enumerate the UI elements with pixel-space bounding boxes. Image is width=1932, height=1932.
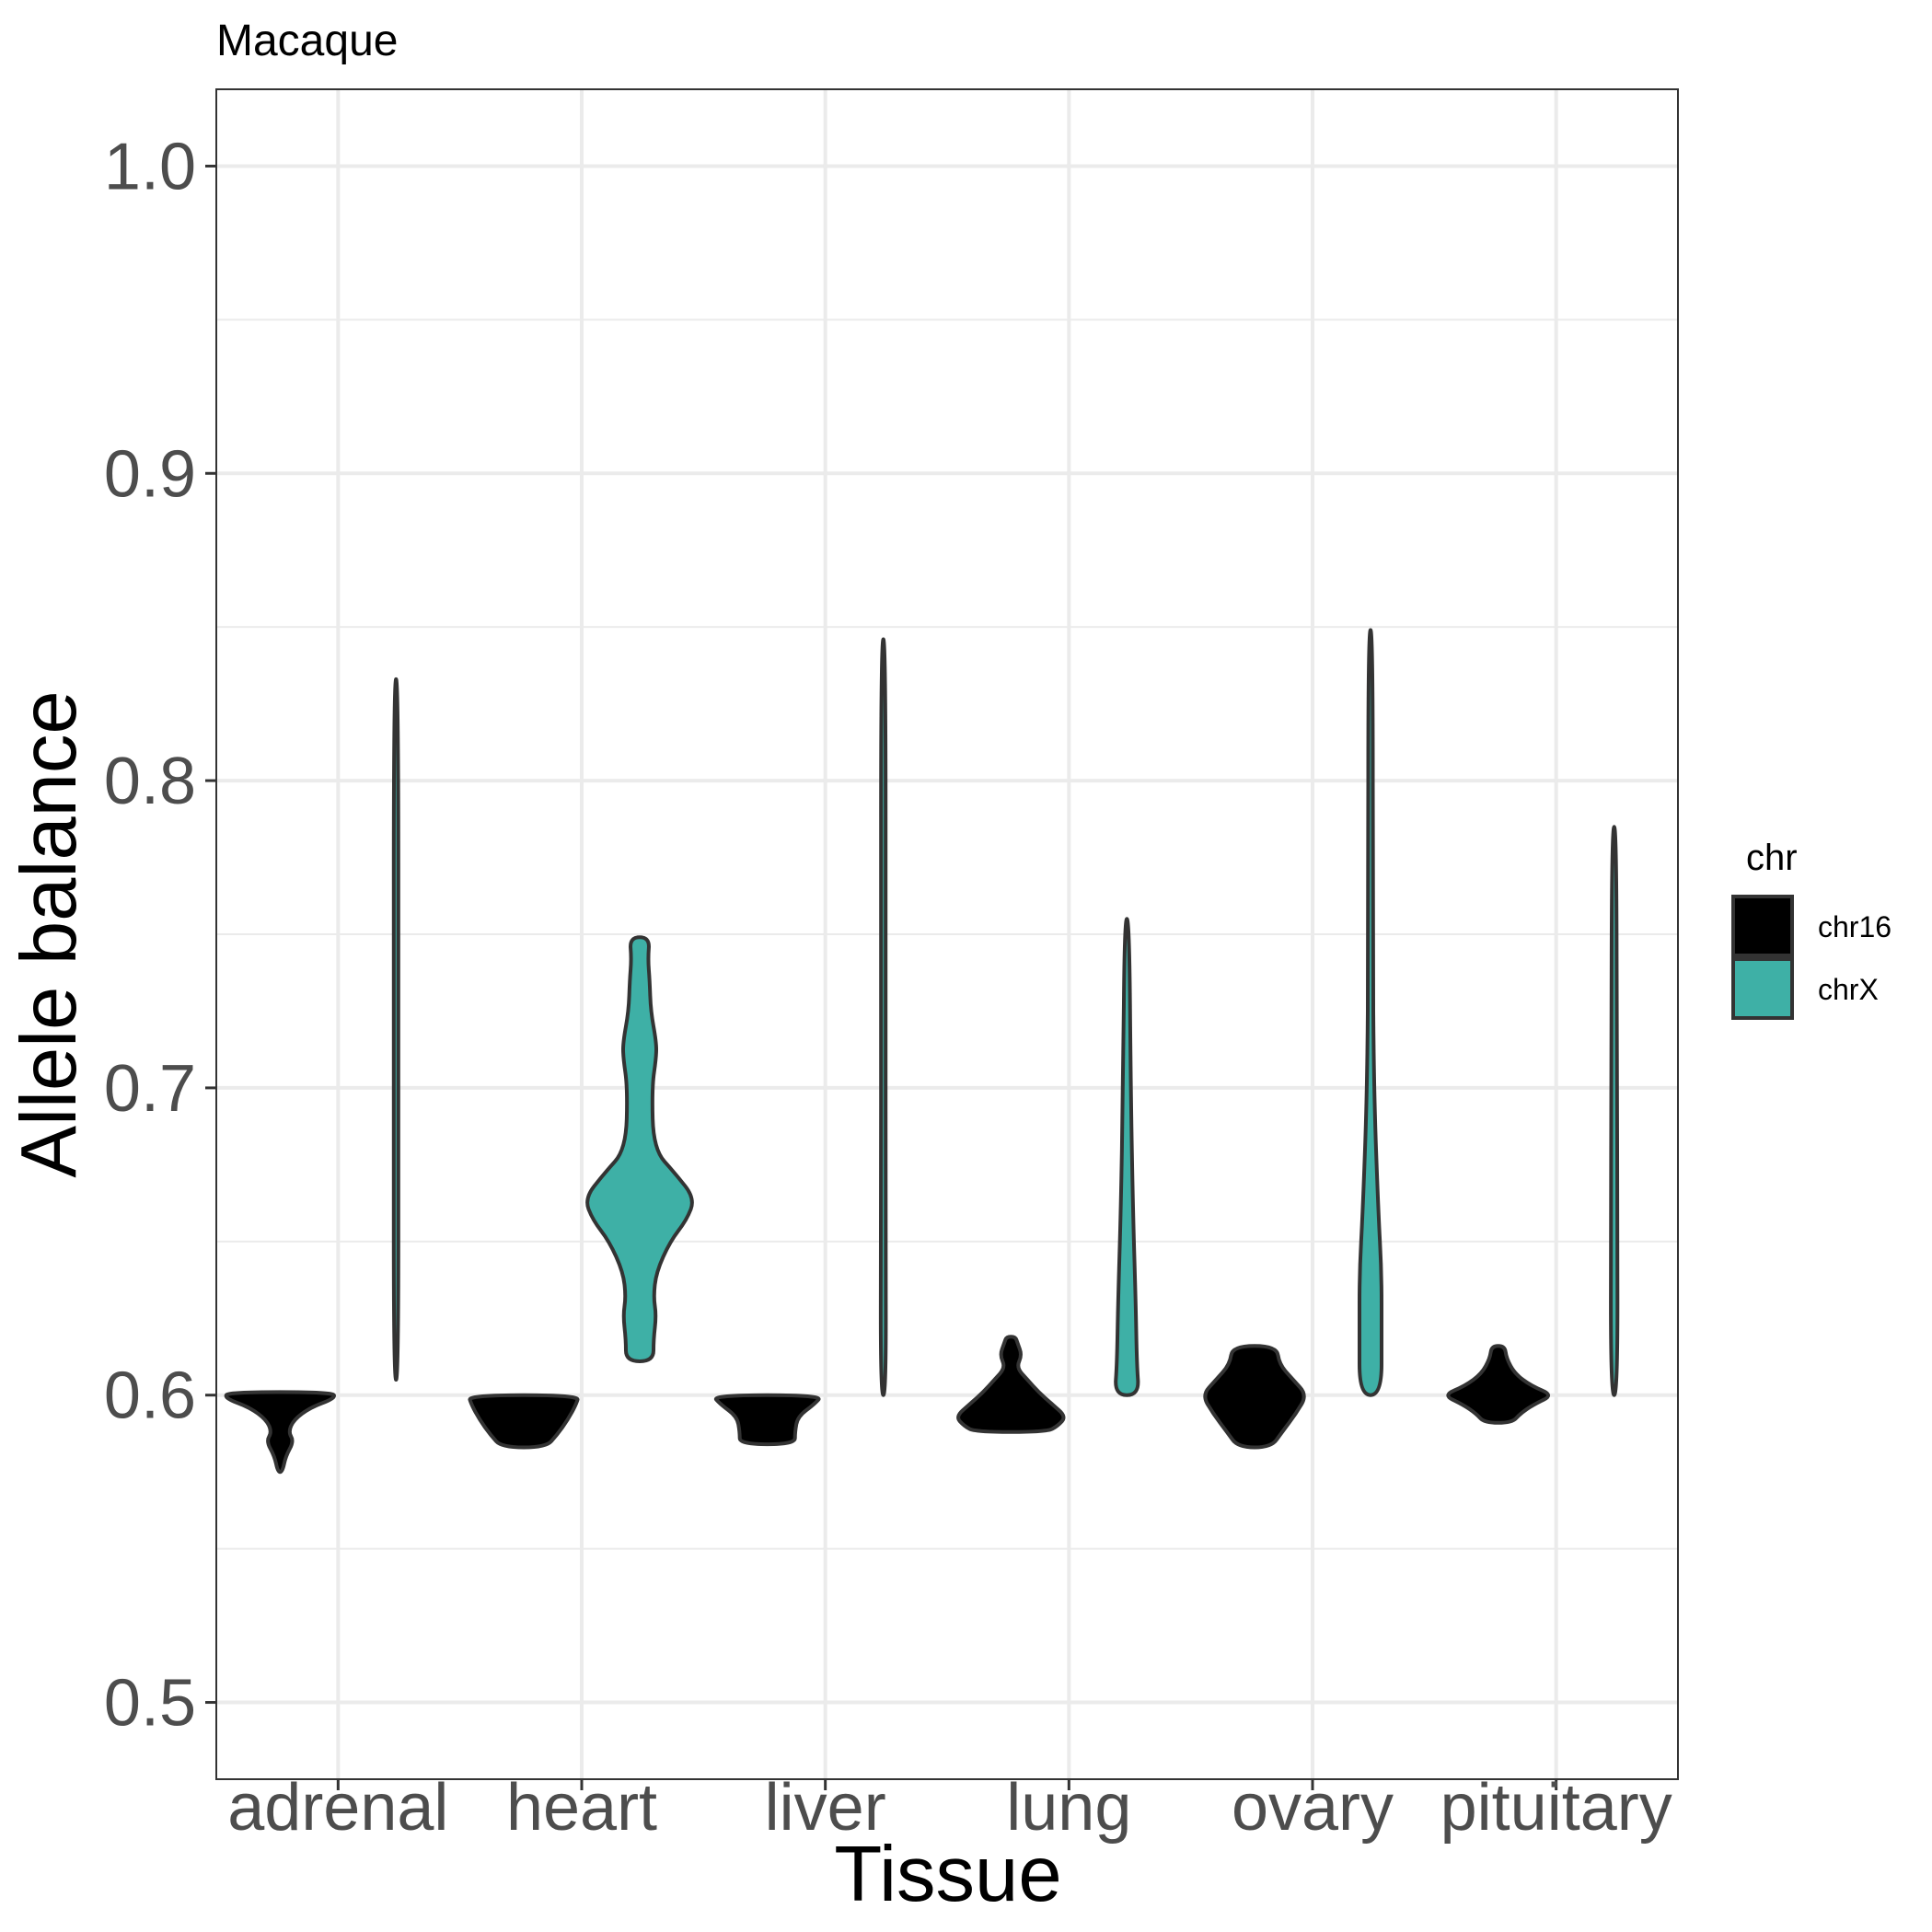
violin-chr16-ovary <box>1203 1344 1306 1450</box>
x-tick-label-heart: heart <box>506 1771 657 1845</box>
chart-title: Macaque <box>216 17 398 65</box>
legend-entries: chr16 chrX <box>1731 895 1892 1020</box>
plot-panel <box>215 88 1679 1780</box>
legend-key-chr16 <box>1731 895 1794 957</box>
y-tick-label: 0.5 <box>104 1667 196 1741</box>
legend-key-chrX <box>1731 957 1794 1020</box>
y-axis-title: Allele balance <box>6 690 93 1177</box>
violin-chrX-pituitary <box>1609 825 1620 1397</box>
legend: chr chr16 chrX <box>1731 838 1892 1020</box>
y-tick-label: 0.6 <box>104 1359 196 1433</box>
y-tick-label: 0.8 <box>104 745 196 818</box>
violin-chr16-heart <box>468 1393 580 1450</box>
x-tick-label-liver: liver <box>765 1771 886 1845</box>
legend-title: chr <box>1746 838 1798 878</box>
legend-label-chr16: chr16 <box>1818 910 1892 943</box>
legend-label-chrX: chrX <box>1818 973 1879 1006</box>
violin-chrX-liver <box>878 637 888 1397</box>
y-axis-ticks: 0.5 0.6 0.7 0.8 0.9 1.0 <box>104 130 216 1741</box>
x-axis-title: Tissue <box>834 1831 1061 1918</box>
panel-border <box>215 88 1679 1780</box>
y-tick-label: 0.9 <box>104 437 196 511</box>
violin-chrX-ovary <box>1357 628 1384 1397</box>
major-gridlines <box>216 89 1678 1779</box>
violin-chr16-pituitary <box>1446 1344 1551 1425</box>
x-tick-label-lung: lung <box>1006 1771 1131 1845</box>
violin-chr16-lung <box>956 1335 1066 1434</box>
violin-chr16-adrenal <box>224 1390 336 1475</box>
y-tick-label: 1.0 <box>104 130 196 203</box>
minor-gridlines <box>216 318 1678 1550</box>
violin-chrX-adrenal <box>391 677 400 1382</box>
violin-chrX-heart <box>585 935 694 1363</box>
x-tick-label-ovary: ovary <box>1232 1771 1394 1845</box>
violins <box>224 628 1620 1475</box>
violin-chrX-lung <box>1114 917 1140 1397</box>
x-tick-label-pituitary: pituitary <box>1440 1771 1672 1845</box>
y-tick-label: 0.7 <box>104 1052 196 1126</box>
violin-chr16-liver <box>714 1393 821 1447</box>
x-axis-ticks: adrenal heart liver lung ovary pituitary <box>227 1771 1672 1845</box>
x-tick-label-adrenal: adrenal <box>227 1771 448 1845</box>
